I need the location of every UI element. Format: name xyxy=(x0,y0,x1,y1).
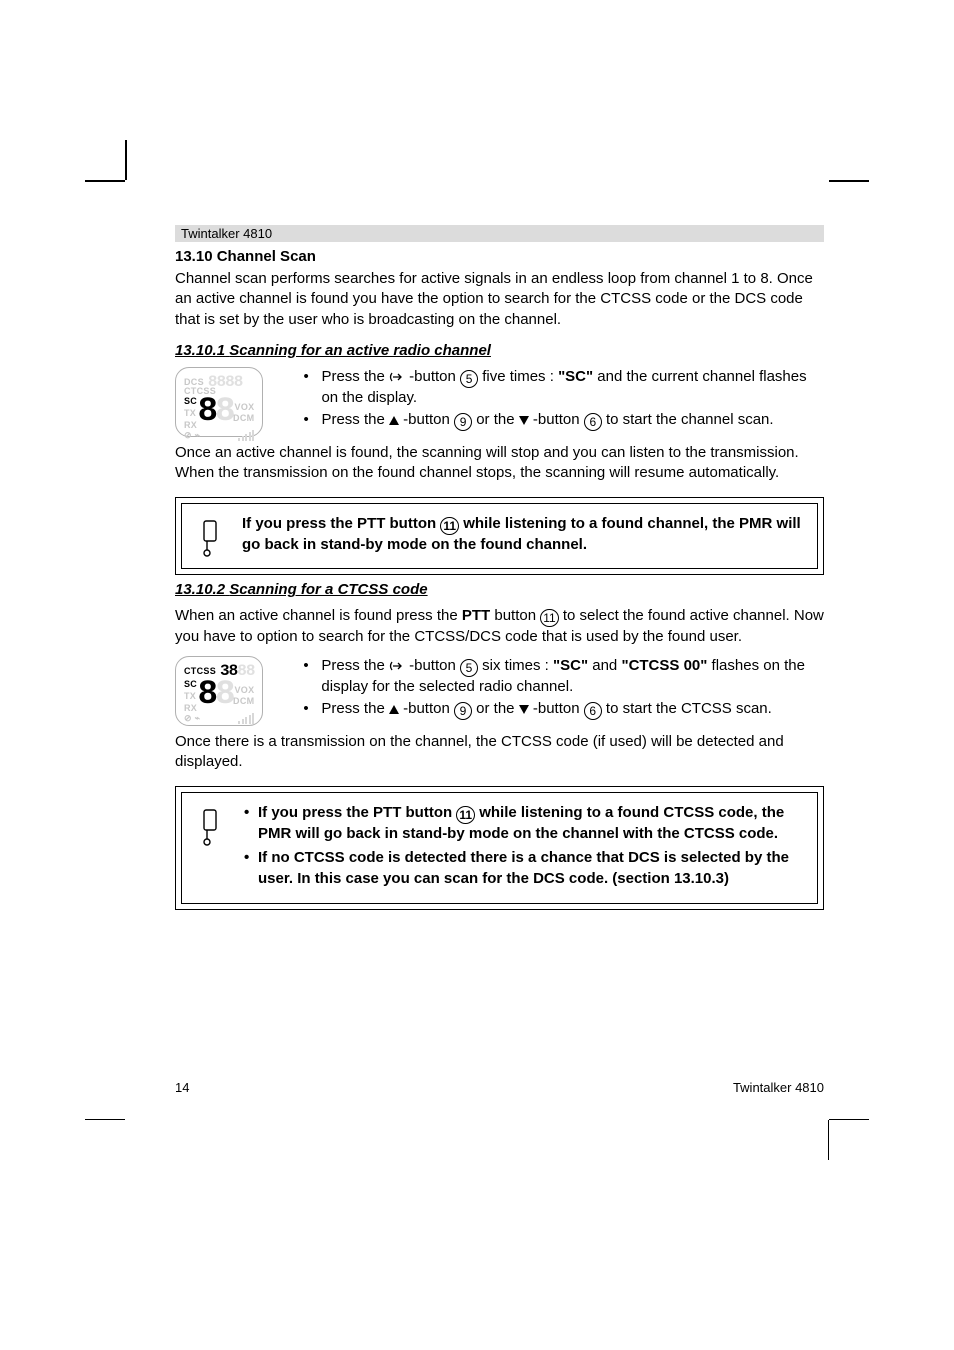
note-box: If you press the PTT button 11 while lis… xyxy=(175,786,824,910)
section-heading: 13.10 Channel Scan xyxy=(175,248,824,265)
ref-6: 6 xyxy=(584,702,602,720)
lcd-ctcss-label: CTCSS xyxy=(184,666,216,676)
header-product: Twintalker 4810 xyxy=(175,225,824,242)
section-title-text: Channel Scan xyxy=(217,248,316,265)
list-item: If no CTCSS code is detected there is a … xyxy=(258,848,803,889)
subsection-title: Scanning for an active radio channel xyxy=(229,342,491,359)
crop-mark xyxy=(829,1119,869,1121)
lcd-big-digit: 88 xyxy=(198,399,233,426)
note-box: If you press the PTT button 11 while lis… xyxy=(175,497,824,575)
menu-icon xyxy=(389,370,405,384)
page-number: 14 xyxy=(175,1080,189,1095)
section-number: 13.10 xyxy=(175,248,213,265)
crop-mark xyxy=(828,1120,830,1160)
list-item: Press the -button 5 six times : "SC" and… xyxy=(321,656,824,697)
ref-5: 5 xyxy=(460,659,478,677)
lcd-dcm-label: DCM xyxy=(233,413,254,423)
list-item: Press the -button 9 or the -button 6 to … xyxy=(321,410,824,431)
ref-9: 9 xyxy=(454,413,472,431)
subsection-heading: 13.10.2 Scanning for a CTCSS code xyxy=(175,581,824,598)
lcd-vox-label: VOX xyxy=(235,402,255,412)
menu-icon xyxy=(389,659,405,673)
lcd-signal-bars xyxy=(238,713,254,724)
crop-mark xyxy=(125,140,127,180)
lcd-sc-label: SC xyxy=(184,679,197,689)
instruction-row: CTCSS 3888 SC TX RX 88 VOX DCM ⊘ ⌁ xyxy=(175,656,824,726)
ref-11: 11 xyxy=(540,609,558,627)
lcd-rx-label: RX xyxy=(184,420,197,430)
lcd-misc-label: ⊘ ⌁ xyxy=(184,713,200,724)
crop-mark xyxy=(829,180,869,182)
down-icon xyxy=(519,416,529,425)
note-text: If you press the PTT button 11 while lis… xyxy=(242,803,803,893)
paragraph: When an active channel is found press th… xyxy=(175,606,824,647)
lcd-misc-label: ⊘ ⌁ xyxy=(184,430,200,441)
up-icon xyxy=(389,416,399,425)
paragraph: Once an active channel is found, the sca… xyxy=(175,443,824,484)
lcd-sc-label: SC xyxy=(184,396,197,406)
sc-bold: "SC" xyxy=(558,368,593,385)
note-flag-icon xyxy=(188,514,232,558)
ctcss00-bold: "CTCSS 00" xyxy=(621,657,707,674)
lcd-tx-label: TX xyxy=(184,408,197,418)
lcd-vox-label: VOX xyxy=(235,685,255,695)
page-footer: 14 Twintalker 4810 xyxy=(175,1080,824,1095)
list-item: Press the -button 5 five times : "SC" an… xyxy=(321,367,824,408)
ref-11: 11 xyxy=(440,517,459,535)
down-icon xyxy=(519,705,529,714)
instruction-list: Press the -button 5 six times : "SC" and… xyxy=(281,656,824,722)
lcd-rx-label: RX xyxy=(184,703,197,713)
crop-mark xyxy=(85,180,125,182)
list-item: If you press the PTT button 11 while lis… xyxy=(258,803,803,844)
lcd-display: CTCSS 3888 SC TX RX 88 VOX DCM ⊘ ⌁ xyxy=(175,656,263,726)
subsection-title: Scanning for a CTCSS code xyxy=(229,581,427,598)
paragraph: Once there is a transmission on the chan… xyxy=(175,732,824,773)
ref-5: 5 xyxy=(460,370,478,388)
ref-6: 6 xyxy=(584,413,602,431)
ref-11: 11 xyxy=(456,806,475,824)
instruction-row: DCS 8888 CTCSS SC TX RX 88 VOX DCM ⊘ ⌁ xyxy=(175,367,824,437)
instruction-list: Press the -button 5 five times : "SC" an… xyxy=(281,367,824,433)
ptt-bold: PTT xyxy=(462,607,490,624)
note-text: If you press the PTT button 11 while lis… xyxy=(242,514,803,555)
lcd-tx-label: TX xyxy=(184,691,197,701)
lcd-signal-bars xyxy=(238,430,254,441)
up-icon xyxy=(389,705,399,714)
crop-mark xyxy=(85,1119,125,1121)
lcd-big-digit: 88 xyxy=(198,682,233,709)
intro-paragraph: Channel scan performs searches for activ… xyxy=(175,269,824,330)
lcd-display: DCS 8888 CTCSS SC TX RX 88 VOX DCM ⊘ ⌁ xyxy=(175,367,263,437)
list-item: Press the -button 9 or the -button 6 to … xyxy=(321,699,824,720)
ref-9: 9 xyxy=(454,702,472,720)
sc-bold: "SC" xyxy=(553,657,588,674)
page-body: Twintalker 4810 13.10 Channel Scan Chann… xyxy=(175,225,824,1070)
subsection-number: 13.10.1 xyxy=(175,342,225,359)
subsection-heading: 13.10.1 Scanning for an active radio cha… xyxy=(175,342,824,359)
note-flag-icon xyxy=(188,803,232,847)
footer-product: Twintalker 4810 xyxy=(733,1080,824,1095)
lcd-dcm-label: DCM xyxy=(233,696,254,706)
subsection-number: 13.10.2 xyxy=(175,581,225,598)
